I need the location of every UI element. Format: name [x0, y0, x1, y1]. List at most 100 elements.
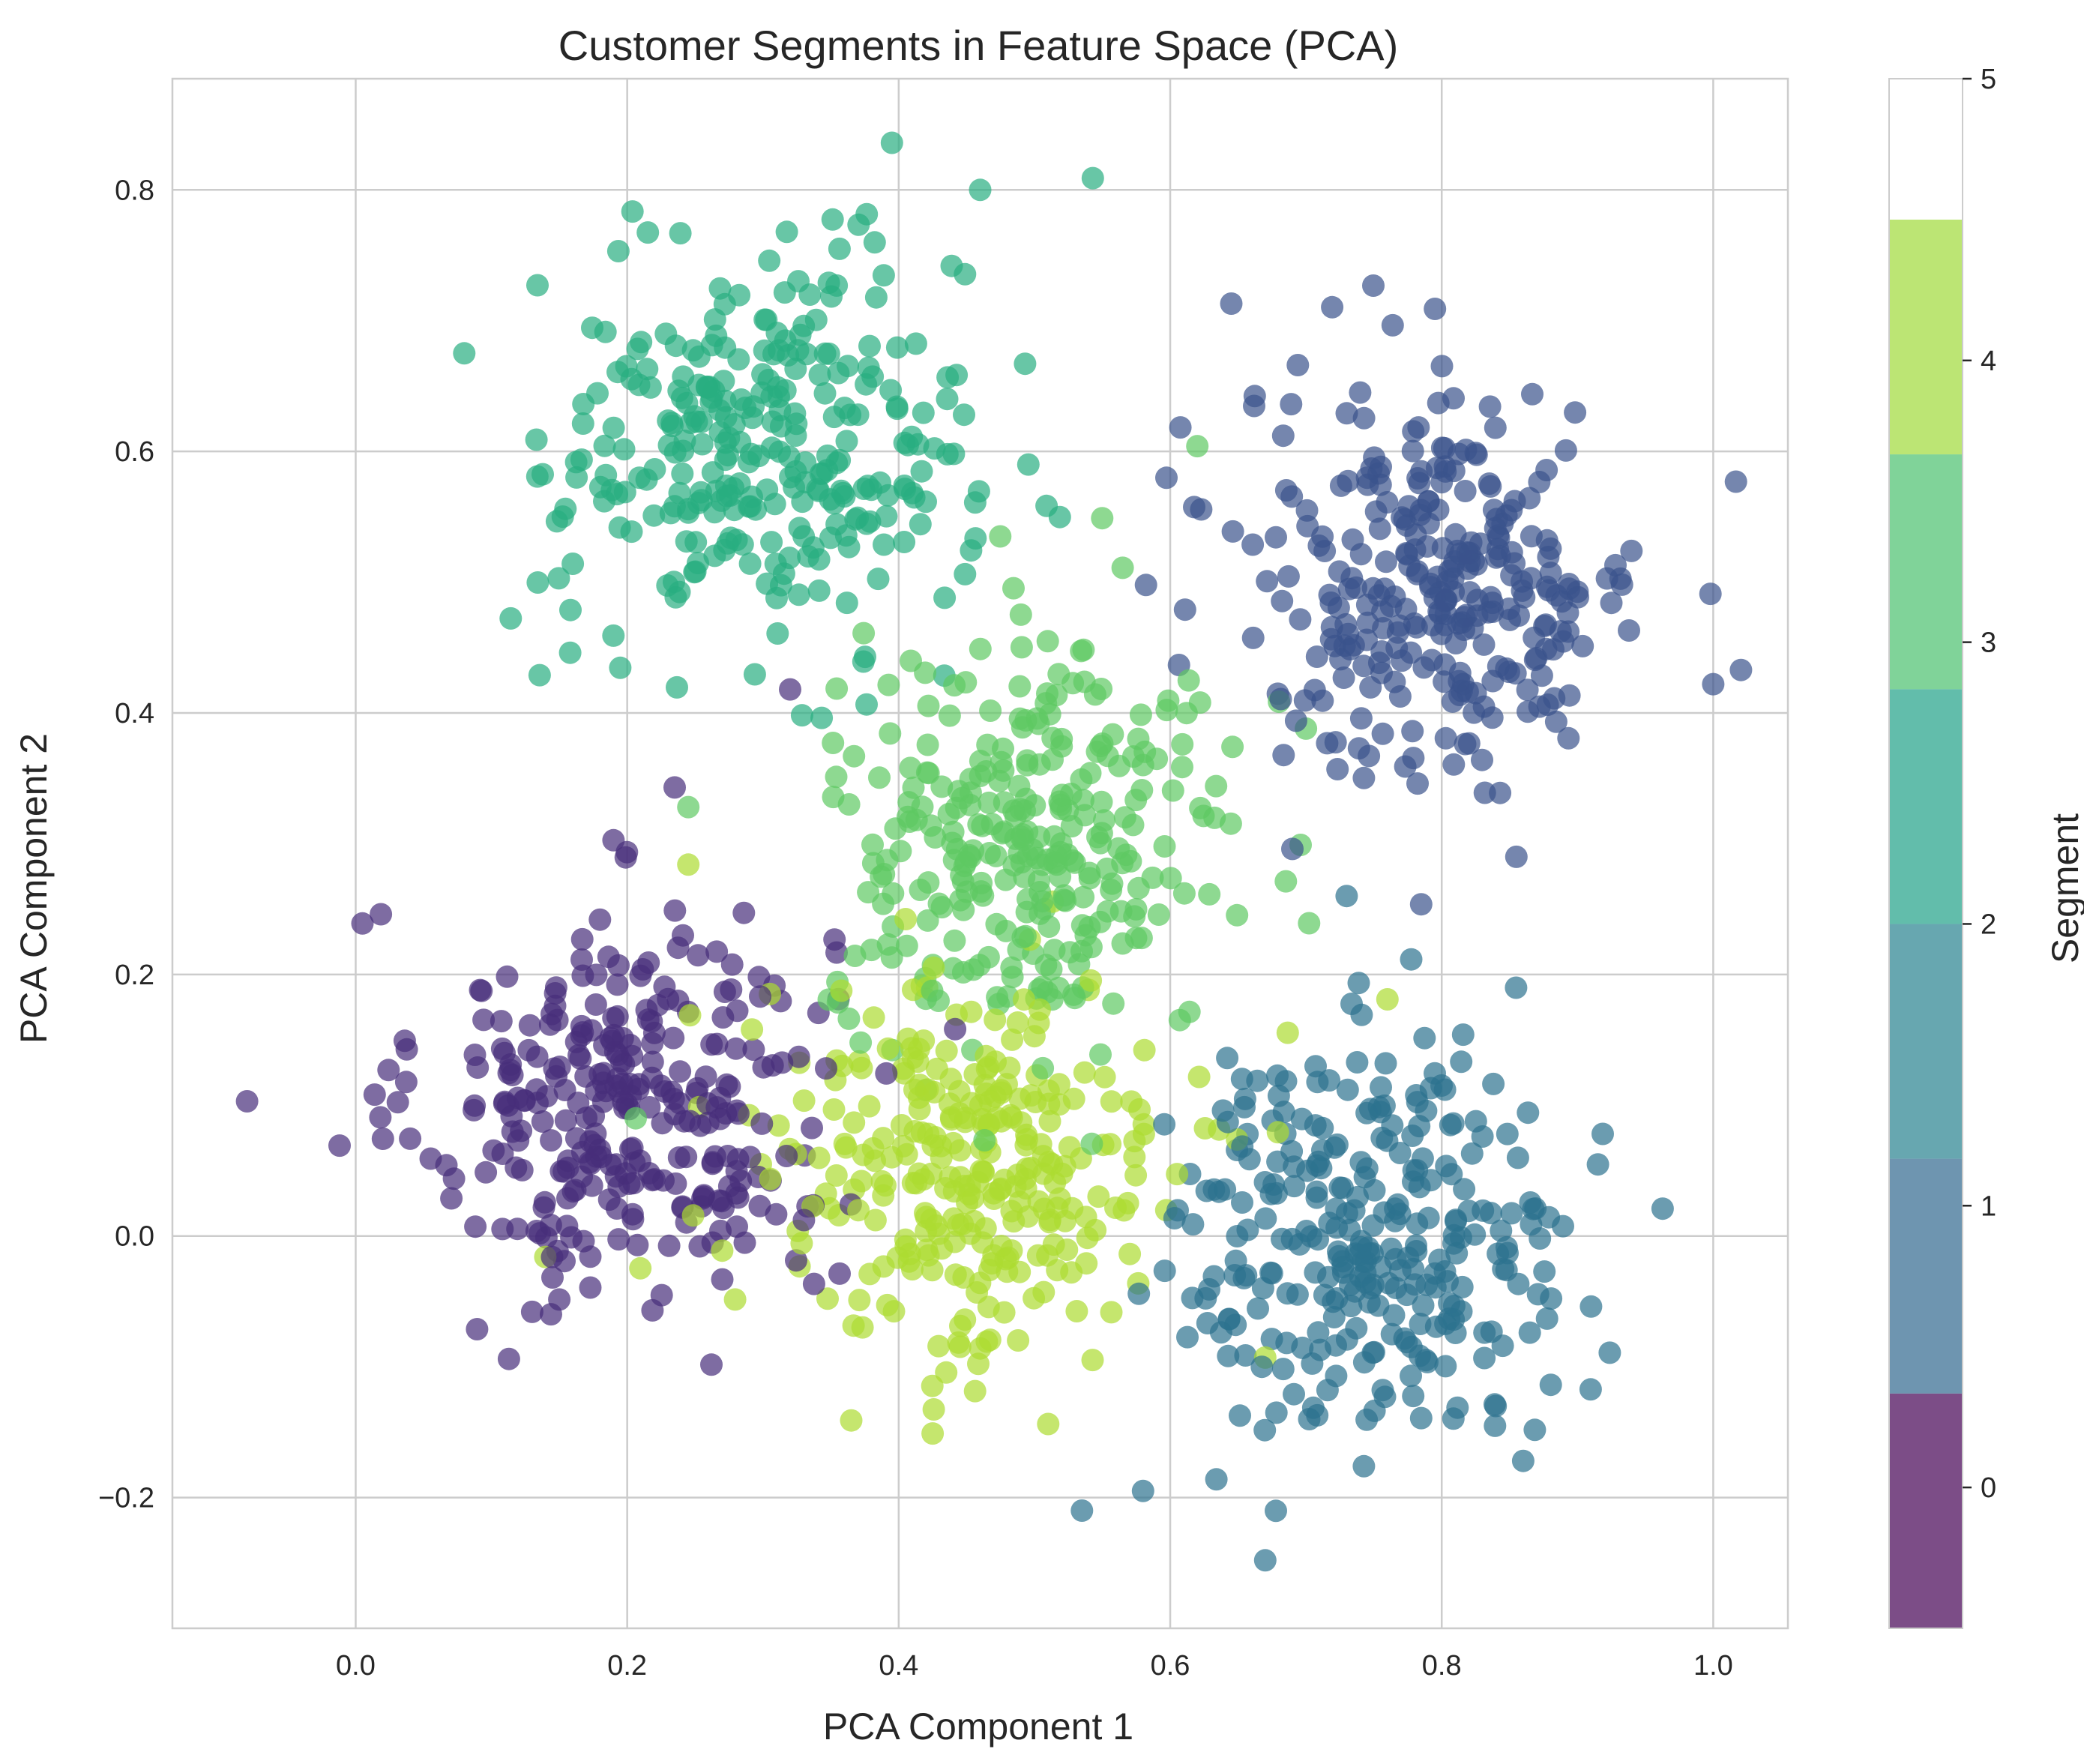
scatter-point-segment-0 [579, 1245, 602, 1268]
scatter-point-segment-3 [787, 583, 810, 606]
scatter-point-segment-0 [505, 1156, 528, 1179]
scatter-point-segment-5 [921, 1422, 945, 1445]
scatter-point-segment-1 [1412, 656, 1436, 679]
scatter-point-segment-5 [1037, 1412, 1060, 1436]
scatter-point-segment-2 [1166, 1199, 1189, 1222]
scatter-point-segment-0 [662, 1026, 685, 1050]
scatter-point-segment-1 [1352, 654, 1376, 678]
scatter-point-segment-4 [1189, 796, 1212, 819]
scatter-point-segment-5 [876, 1293, 899, 1316]
scatter-point-segment-1 [1401, 439, 1424, 463]
scatter-point-segment-4 [937, 803, 960, 825]
scatter-point-segment-5 [982, 1187, 1005, 1210]
scatter-point-segment-2 [1352, 1454, 1376, 1478]
scatter-point-segment-0 [621, 1208, 645, 1231]
scatter-point-segment-0 [351, 912, 374, 935]
scatter-point-segment-4 [954, 671, 978, 694]
scatter-point-segment-5 [960, 1092, 983, 1115]
scatter-point-segment-4 [911, 795, 934, 819]
scatter-point-segment-5 [858, 1095, 881, 1118]
y-axis-label: PCA Component 2 [13, 733, 55, 1044]
scatter-point-segment-4 [1035, 692, 1058, 715]
scatter-point-segment-1 [1418, 572, 1442, 595]
scatter-point-segment-4 [1032, 1056, 1055, 1080]
scatter-point-segment-4 [1175, 702, 1198, 725]
scatter-point-segment-5 [677, 853, 700, 876]
scatter-point-segment-2 [1176, 1325, 1199, 1349]
scatter-point-segment-3 [797, 545, 820, 568]
scatter-point-segment-4 [1178, 1000, 1201, 1023]
scatter-point-segment-1 [1433, 436, 1456, 460]
scatter-point-segment-5 [999, 1104, 1022, 1127]
scatter-point-segment-3 [901, 481, 924, 505]
scatter-point-segment-2 [1409, 1406, 1433, 1430]
scatter-point-segment-0 [526, 1092, 549, 1115]
scatter-point-segment-3 [687, 345, 711, 368]
scatter-point-segment-0 [792, 1208, 816, 1232]
scatter-point-segment-4 [943, 929, 966, 952]
scatter-point-segment-5 [1123, 1130, 1146, 1153]
scatter-point-segment-2 [1408, 1115, 1431, 1138]
scatter-point-segment-0 [700, 1353, 723, 1376]
scatter-point-segment-4 [1070, 914, 1094, 937]
scatter-point-segment-3 [873, 533, 895, 556]
scatter-point-segment-3 [954, 262, 977, 286]
scatter-point-segment-3 [807, 579, 831, 602]
colorbar-ticks: 0 1 2 3 4 5 [1963, 64, 1996, 1504]
scatter-point-segment-4 [822, 786, 845, 809]
scatter-point-segment-1 [1401, 720, 1424, 743]
scatter-point-segment-3 [847, 213, 870, 236]
scatter-point-segment-0 [591, 1090, 615, 1113]
scatter-point-segment-4 [1080, 1132, 1103, 1155]
scatter-point-segment-3 [1014, 352, 1037, 376]
scatter-point-segment-0 [801, 1116, 823, 1140]
scatter-point-segment-3 [751, 363, 774, 386]
scatter-point-segment-0 [528, 1222, 551, 1245]
scatter-point-segment-0 [621, 1044, 644, 1068]
scatter-point-segment-3 [643, 458, 666, 481]
scatter-point-segment-2 [1402, 1385, 1425, 1408]
scatter-point-segment-1 [1296, 514, 1319, 538]
scatter-point-segment-5 [807, 1146, 831, 1170]
scatter-point-segment-4 [978, 842, 1001, 864]
scatter-point-segment-5 [1193, 1117, 1217, 1140]
scatter-point-segment-2 [1442, 1232, 1466, 1255]
scatter-point-segment-2 [1335, 1202, 1358, 1225]
scatter-point-segment-3 [768, 399, 792, 422]
scatter-point-segment-4 [1274, 870, 1298, 893]
scatter-point-segment-1 [1481, 600, 1505, 623]
scatter-point-segment-2 [1484, 1414, 1507, 1437]
scatter-point-segment-0 [386, 1091, 409, 1114]
scatter-point-segment-2 [1254, 1207, 1277, 1230]
scatter-point-segment-3 [526, 274, 549, 297]
scatter-point-segment-4 [1013, 865, 1036, 888]
scatter-point-segment-1 [1241, 626, 1265, 649]
scatter-point-segment-3 [741, 485, 763, 508]
scatter-point-segment-5 [792, 1089, 816, 1113]
scatter-point-segment-0 [696, 1111, 720, 1134]
scatter-point-segment-4 [1102, 992, 1125, 1015]
scatter-point-segment-2 [1359, 1098, 1382, 1121]
scatter-point-segment-3 [571, 412, 594, 435]
scatter-point-segment-5 [848, 1289, 871, 1312]
scatter-point-segment-5 [816, 1287, 839, 1310]
scatter-point-segment-5 [1076, 1226, 1099, 1250]
scatter-point-segment-4 [989, 525, 1012, 548]
scatter-point-segment-2 [1424, 1062, 1446, 1085]
scatter-point-segment-5 [1075, 1252, 1098, 1275]
scatter-point-segment-4 [1016, 749, 1039, 772]
scatter-point-segment-4 [1010, 636, 1033, 659]
scatter-point-segment-4 [1072, 885, 1095, 909]
scatter-point-segment-0 [393, 1029, 416, 1053]
scatter-point-segment-2 [1500, 1202, 1523, 1225]
scatter-point-segment-4 [981, 813, 1004, 836]
scatter-point-segment-5 [876, 1037, 900, 1060]
scatter-point-segment-3 [867, 568, 890, 591]
scatter-point-segment-5 [1087, 1185, 1110, 1208]
scatter-point-segment-3 [964, 527, 987, 550]
scatter-point-segment-4 [843, 945, 867, 967]
scatter-point-segment-2 [1385, 1277, 1408, 1299]
scatter-point-segment-4 [899, 756, 922, 780]
scatter-point-segment-3 [565, 466, 588, 489]
